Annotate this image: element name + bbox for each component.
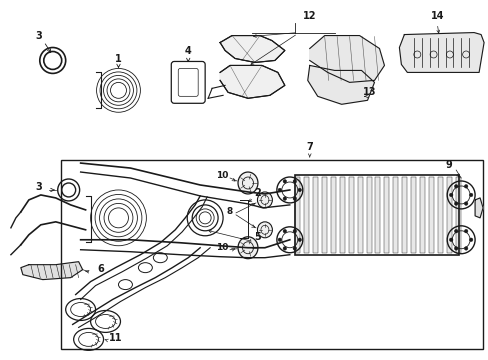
Ellipse shape: [238, 237, 258, 259]
Text: 8: 8: [226, 207, 233, 216]
Text: 7: 7: [306, 142, 312, 152]
Text: 5: 5: [254, 232, 261, 242]
Circle shape: [464, 229, 467, 233]
Circle shape: [448, 193, 452, 197]
Text: 13: 13: [362, 87, 375, 97]
Text: 14: 14: [429, 11, 443, 21]
Bar: [303, 177, 308, 253]
Bar: [330, 177, 335, 253]
Bar: [366, 177, 371, 253]
Circle shape: [468, 193, 472, 197]
Bar: [339, 177, 344, 253]
Bar: [393, 177, 398, 253]
Bar: [455, 177, 460, 253]
Bar: [312, 177, 317, 253]
Polygon shape: [21, 262, 82, 280]
Ellipse shape: [257, 192, 272, 208]
Circle shape: [292, 229, 296, 233]
Circle shape: [283, 229, 286, 233]
Text: 1: 1: [115, 54, 122, 64]
Text: 12: 12: [303, 11, 316, 21]
Circle shape: [468, 238, 472, 242]
Bar: [428, 177, 433, 253]
Text: 10: 10: [216, 243, 228, 252]
Text: 3: 3: [35, 182, 42, 192]
Text: 2: 2: [254, 188, 261, 198]
Circle shape: [453, 229, 457, 233]
Circle shape: [464, 247, 467, 250]
Bar: [321, 177, 326, 253]
Polygon shape: [220, 36, 285, 62]
Polygon shape: [309, 36, 384, 82]
Text: 4: 4: [184, 46, 191, 57]
Text: 6: 6: [97, 264, 104, 274]
Circle shape: [278, 238, 281, 242]
Bar: [447, 177, 451, 253]
Bar: [420, 177, 425, 253]
Polygon shape: [399, 32, 483, 72]
Circle shape: [292, 180, 296, 183]
Text: 10: 10: [216, 171, 228, 180]
Bar: [357, 177, 362, 253]
Circle shape: [297, 238, 301, 242]
Bar: [348, 177, 353, 253]
Text: 11: 11: [108, 333, 122, 343]
Text: 3: 3: [35, 31, 42, 41]
Bar: [61, 160, 482, 349]
Ellipse shape: [257, 222, 272, 238]
Polygon shape: [307, 66, 374, 104]
Bar: [294, 177, 299, 253]
Polygon shape: [220, 66, 285, 98]
Circle shape: [453, 202, 457, 205]
Bar: [402, 177, 407, 253]
Bar: [375, 177, 380, 253]
Circle shape: [453, 247, 457, 250]
Text: 9: 9: [445, 160, 452, 170]
Polygon shape: [474, 198, 482, 218]
Bar: [294, 175, 458, 255]
Circle shape: [283, 180, 286, 183]
Bar: [384, 177, 388, 253]
Circle shape: [283, 247, 286, 250]
Circle shape: [453, 185, 457, 188]
Bar: [410, 177, 415, 253]
Bar: [437, 177, 442, 253]
Circle shape: [297, 188, 301, 192]
Circle shape: [278, 188, 281, 192]
Circle shape: [292, 197, 296, 201]
Circle shape: [464, 202, 467, 205]
Circle shape: [292, 247, 296, 250]
Circle shape: [448, 238, 452, 242]
Circle shape: [464, 185, 467, 188]
Circle shape: [283, 197, 286, 201]
Ellipse shape: [238, 172, 258, 194]
